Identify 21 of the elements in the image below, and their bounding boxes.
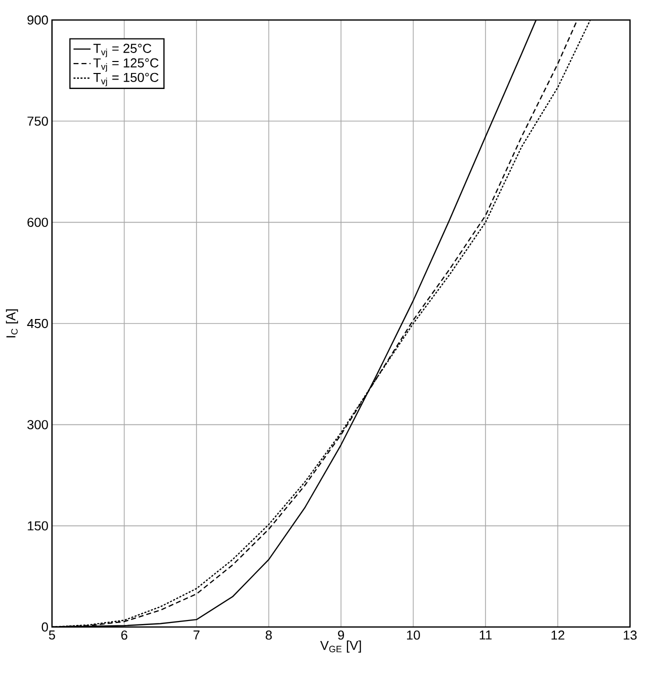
legend-label: T$_{vj}$ = 25°C — [93, 44, 152, 58]
x-tick-label: 9 — [338, 630, 344, 640]
y-tick-label: 0 — [42, 622, 48, 632]
y-axis-title: I$_{C}$ [A] — [6, 309, 18, 338]
x-tick-label: 10 — [407, 630, 420, 640]
y-tick-label: 900 — [27, 15, 48, 25]
legend-label: T$_{vj}$ = 125°C — [93, 58, 158, 72]
y-tick-label: 750 — [28, 116, 48, 126]
y-tick-label: 450 — [27, 318, 48, 328]
y-tick-label: 600 — [28, 218, 48, 227]
x-tick-label: 12 — [552, 630, 564, 640]
x-tick-label: 13 — [624, 630, 637, 640]
x-tick-label: 8 — [266, 630, 272, 640]
x-tick-label: 5 — [48, 630, 56, 640]
x-tick-label: 11 — [480, 630, 492, 640]
y-tick-label: 300 — [27, 420, 48, 430]
x-tick-label: 7 — [194, 630, 200, 640]
legend-label: T$_{vj}$ = 150°C — [93, 72, 158, 86]
x-axis-title: V$_{GE}$ [V] — [320, 640, 361, 653]
y-tick-label: 150 — [28, 521, 48, 530]
x-tick-label: 6 — [121, 630, 128, 640]
